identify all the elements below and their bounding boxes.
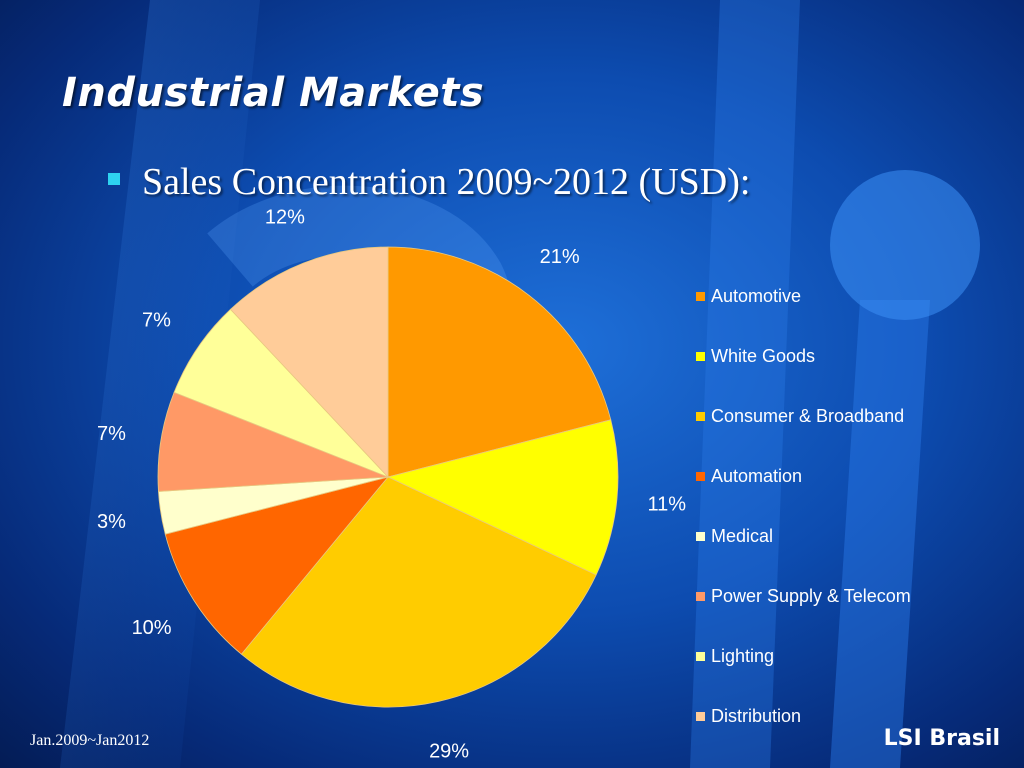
- legend-swatch: [696, 651, 705, 661]
- pie-slice-label-5: 3%: [97, 511, 126, 533]
- legend-item-6: Power Supply & Telecom: [696, 566, 911, 626]
- pie-slice-3: [240, 476, 597, 708]
- legend-label: Power Supply & Telecom: [711, 585, 911, 606]
- legend-swatch: [696, 471, 705, 481]
- chart-legend: Automotive White Goods Consumer & Broadban…: [696, 266, 911, 746]
- legend-label: Consumer & Broadband: [711, 405, 905, 426]
- legend-item-5: Medical: [696, 506, 911, 566]
- legend-label: White Goods: [711, 345, 816, 366]
- legend-label: Medical: [711, 525, 774, 546]
- legend-item-2: White Goods: [696, 326, 911, 386]
- legend-swatch: [696, 591, 705, 601]
- legend-swatch: [696, 711, 705, 721]
- pie-slice-6: [157, 391, 389, 492]
- legend-item-8: Distribution: [696, 686, 911, 746]
- legend-swatch: [696, 411, 705, 421]
- pie-slice-4: [164, 476, 390, 655]
- legend-item-1: Automotive: [696, 266, 911, 326]
- legend-swatch: [696, 291, 705, 301]
- legend-item-3: Consumer & Broadband: [696, 386, 911, 446]
- legend-item-4: Automation: [696, 446, 911, 506]
- pie-slice-8: [229, 246, 389, 479]
- pie-slice-2: [386, 419, 619, 576]
- slide-title: Industrial Markets: [62, 70, 485, 116]
- pie-slice-label-8: 12%: [265, 207, 305, 229]
- pie-slice-7: [173, 308, 389, 478]
- pie-slice-1: [387, 246, 612, 478]
- legend-item-7: Lighting: [696, 626, 911, 686]
- pie-slice-label-4: 10%: [132, 617, 172, 639]
- pie-slice-label-3: 29%: [429, 740, 469, 762]
- bullet-square-icon: [108, 173, 120, 185]
- legend-label: Lighting: [711, 645, 775, 666]
- pie-slice-label-6: 7%: [97, 423, 126, 445]
- bullet-text: Sales Concentration 2009~2012 (USD):: [142, 161, 751, 203]
- pie-slice-label-1: 21%: [540, 246, 580, 268]
- legend-swatch: [696, 351, 705, 361]
- legend-label: Automation: [711, 465, 803, 486]
- pie-slice-label-2: 11%: [647, 493, 686, 515]
- legend-label: Automotive: [711, 285, 802, 306]
- legend-label: Distribution: [711, 705, 802, 726]
- bullet-row: Sales Concentration 2009~2012 (USD):: [108, 160, 750, 204]
- footer-date-range: Jan.2009~Jan2012: [30, 732, 150, 749]
- footer-brand: LSI Brasil: [883, 726, 1000, 751]
- pie-slice-label-7: 7%: [142, 310, 171, 332]
- legend-swatch: [696, 531, 705, 541]
